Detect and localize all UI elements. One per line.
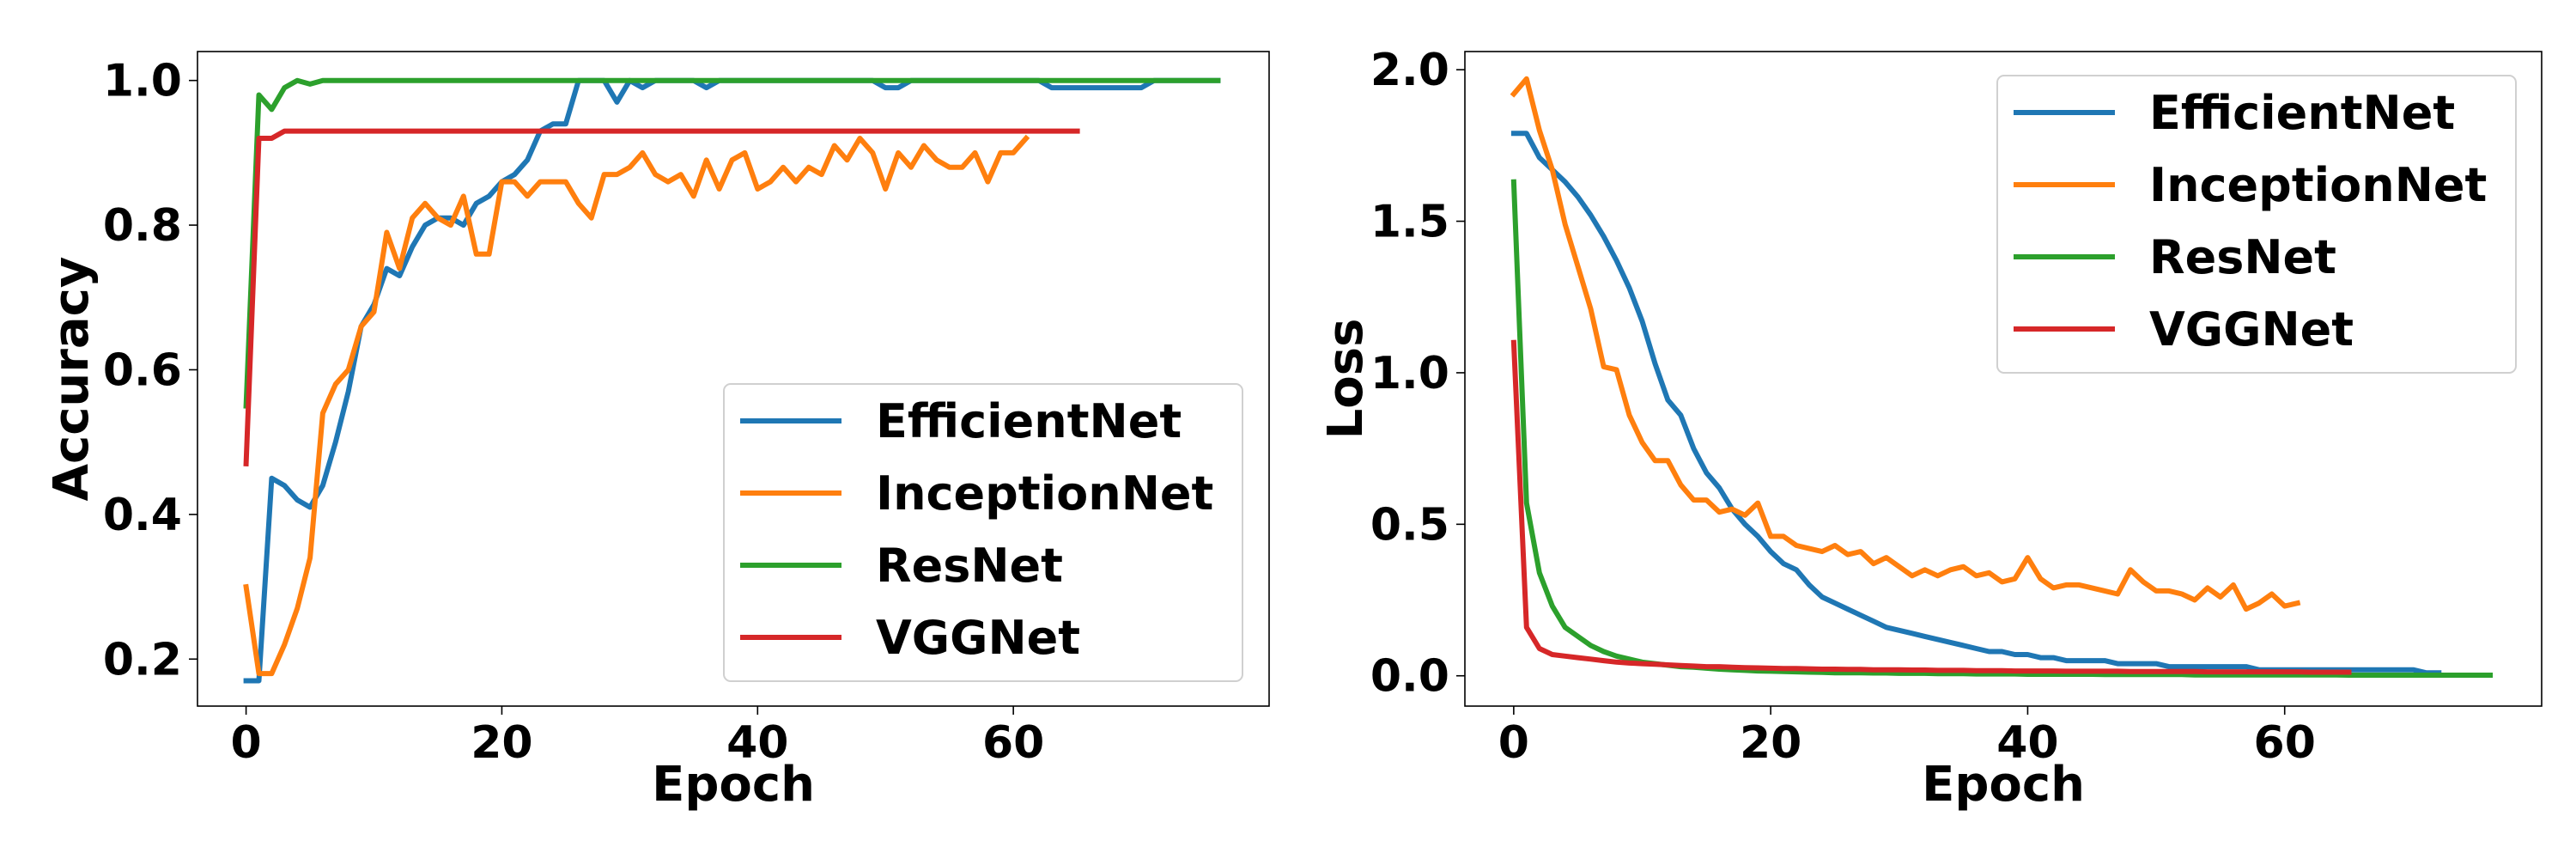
loss-axes-frame bbox=[1464, 51, 2543, 707]
accuracy-legend-label-inceptionnet: InceptionNet bbox=[876, 466, 1213, 521]
accuracy-x-tick-label: 60 bbox=[982, 717, 1044, 769]
loss-y-axis-label: Loss bbox=[1318, 319, 1374, 440]
accuracy-y-tick-label: 0.4 bbox=[103, 490, 182, 541]
loss-series-vggnet bbox=[1510, 339, 2352, 675]
accuracy-x-axis-label: Epoch bbox=[652, 757, 815, 813]
loss-legend-label-inceptionnet: InceptionNet bbox=[2149, 158, 2487, 212]
accuracy-axes-frame bbox=[197, 51, 1270, 707]
loss-y-tick-label: 1.5 bbox=[1370, 197, 1449, 248]
accuracy-y-tick-label: 0.6 bbox=[103, 344, 182, 396]
loss-x-tick-label: 0 bbox=[1498, 717, 1529, 769]
accuracy-y-tick-label: 0.2 bbox=[103, 634, 182, 685]
accuracy-legend bbox=[723, 383, 1243, 682]
loss-x-tick-label: 40 bbox=[1996, 717, 2058, 769]
loss-x-tick-label: 20 bbox=[1740, 717, 1801, 769]
accuracy-y-tick-label: 1.0 bbox=[103, 56, 182, 107]
accuracy-chart: 0 20 40 60 0.2 0.4 0.6 0.8 1.0 Epoch Accuracy Effic… bbox=[44, 51, 1270, 813]
loss-y-tick-label: 1.0 bbox=[1370, 348, 1449, 399]
accuracy-y-axis-label: Accuracy bbox=[44, 257, 100, 502]
accuracy-series-resnet bbox=[243, 77, 1221, 409]
loss-legend-label-efficientnet: EfficientNet bbox=[2149, 86, 2455, 140]
accuracy-series-inceptionnet bbox=[243, 134, 1030, 677]
loss-y-tick-label: 2.0 bbox=[1370, 45, 1449, 96]
accuracy-x-tick-label: 20 bbox=[471, 717, 532, 769]
accuracy-y-tick-label: 0.8 bbox=[103, 200, 182, 252]
accuracy-legend-label-vggnet: VGGNet bbox=[876, 611, 1080, 665]
loss-x-tick-label: 60 bbox=[2254, 717, 2316, 769]
loss-chart: 0 20 40 60 0.0 0.5 1.0 1.5 2.0 Epoch Loss Efficient… bbox=[1318, 45, 2543, 813]
accuracy-legend-label-resnet: ResNet bbox=[876, 539, 1063, 593]
loss-y-tick-label: 0.5 bbox=[1370, 499, 1449, 551]
accuracy-x-tick-label: 40 bbox=[726, 717, 788, 769]
loss-x-axis-label: Epoch bbox=[1922, 757, 2085, 813]
accuracy-x-tick-label: 0 bbox=[230, 717, 261, 769]
loss-y-tick-label: 0.0 bbox=[1370, 651, 1449, 703]
accuracy-series-vggnet bbox=[243, 128, 1080, 467]
loss-legend-label-vggnet: VGGNet bbox=[2149, 302, 2354, 356]
loss-legend-label-resnet: ResNet bbox=[2149, 230, 2336, 284]
accuracy-legend-label-efficientnet: EfficientNet bbox=[876, 394, 1182, 448]
loss-legend bbox=[1996, 75, 2517, 374]
loss-series-inceptionnet bbox=[1510, 76, 2301, 612]
